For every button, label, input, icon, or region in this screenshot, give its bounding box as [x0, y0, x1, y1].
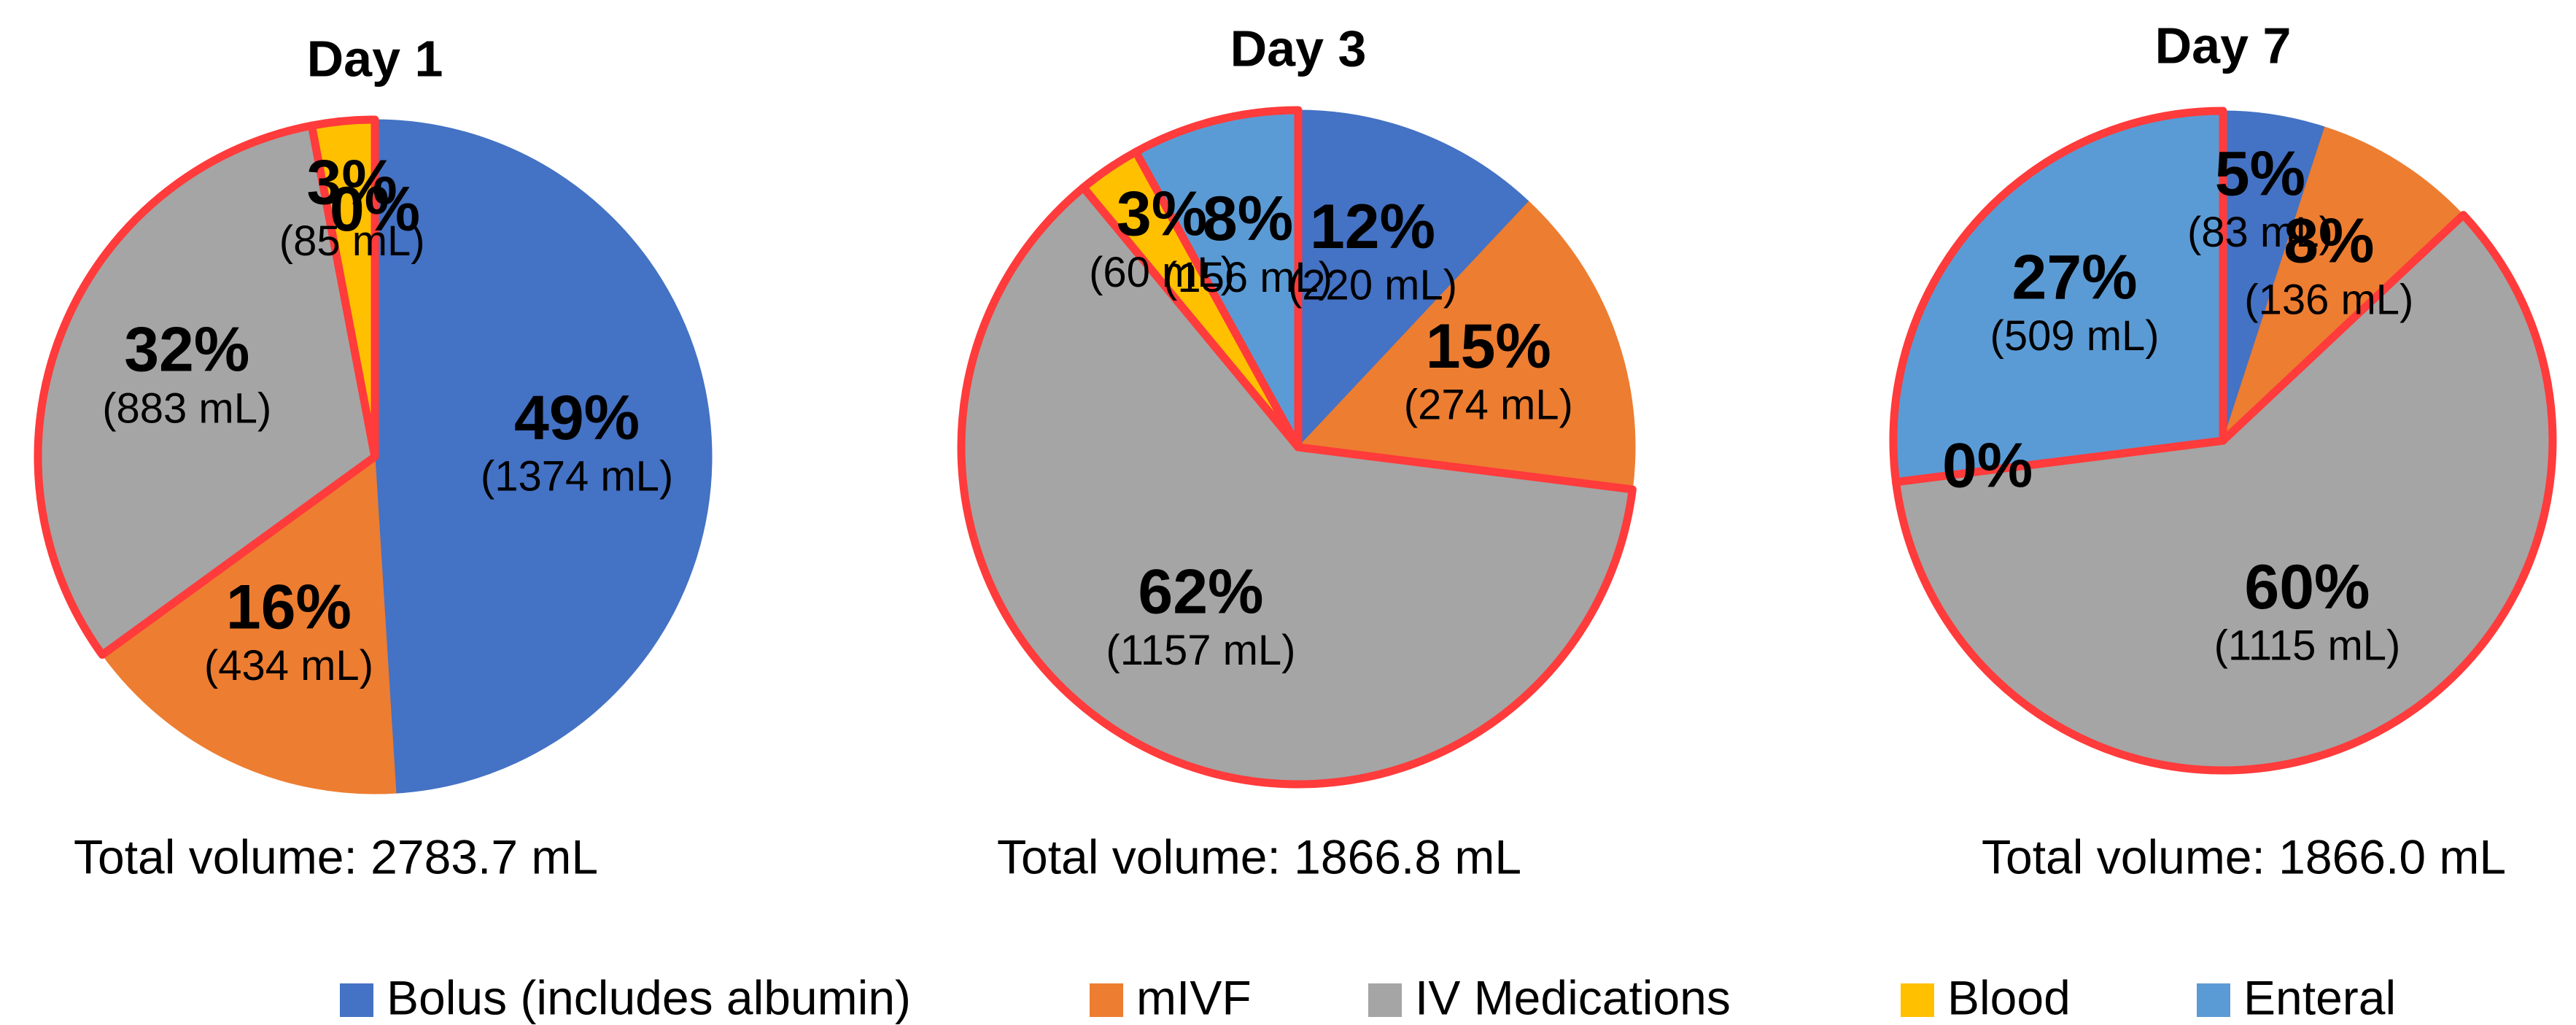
- pie-title: Day 1: [307, 30, 443, 87]
- percent-label: 0%: [330, 174, 420, 244]
- pie-slice: [34, 121, 379, 660]
- percent-label: 8%: [2284, 206, 2374, 276]
- legend-label: Enteral: [2243, 970, 2396, 1024]
- volume-label: (156 mL): [1163, 254, 1332, 301]
- legend-label: mIVF: [1136, 970, 1252, 1024]
- percent-label: 0%: [1942, 431, 2033, 501]
- pie-title: Day 7: [2155, 17, 2292, 74]
- pie-slice: [307, 115, 379, 461]
- pie-slice: [101, 456, 397, 794]
- volume-label: (85 mL): [279, 217, 425, 265]
- legend-swatch: [1368, 983, 1402, 1017]
- volume-label: (434 mL): [204, 642, 373, 689]
- legend-label: IV Medications: [1415, 970, 1731, 1024]
- volume-label: (1115 mL): [2214, 622, 2401, 670]
- percent-label: 3%: [307, 148, 397, 218]
- percent-label: 49%: [514, 383, 640, 453]
- total-volume: Total volume: 1866.8 mL: [997, 829, 1521, 883]
- volume-label: (136 mL): [2244, 276, 2413, 323]
- total-volume: Total volume: 2783.7 mL: [74, 829, 598, 883]
- percent-label: 62%: [1138, 557, 1263, 627]
- pie-slice: [957, 183, 1637, 789]
- percent-label: 3%: [1117, 179, 1207, 250]
- pie-slice: [1889, 107, 2227, 487]
- pie-slice: [1297, 109, 1529, 449]
- percent-label: 12%: [1310, 192, 1435, 262]
- legend-swatch: [1090, 983, 1123, 1017]
- pie-title: Day 3: [1230, 20, 1367, 77]
- pie-slice: [374, 119, 713, 794]
- volume-label: (220 mL): [1288, 262, 1457, 309]
- pie-slice: [2222, 126, 2464, 441]
- volume-label: (83 mL): [2187, 209, 2333, 256]
- volume-label: (509 mL): [1990, 312, 2160, 360]
- volume-label: (1157 mL): [1106, 627, 1295, 674]
- percent-label: 27%: [2011, 242, 2137, 312]
- legend-swatch: [340, 983, 373, 1017]
- legend-label: Bolus (includes albumin): [387, 970, 911, 1024]
- pie-slice: [1297, 201, 1636, 490]
- volume-label: (60 mL): [1089, 249, 1235, 296]
- volume-label: (883 mL): [102, 384, 271, 432]
- percent-label: 32%: [124, 315, 249, 385]
- legend-swatch: [2197, 983, 2230, 1017]
- volume-label: (274 mL): [1404, 381, 1573, 428]
- percent-label: 60%: [2244, 552, 2370, 622]
- percent-label: 15%: [1426, 312, 1551, 382]
- legend-label: Blood: [1947, 970, 2071, 1024]
- legend-swatch: [1901, 983, 1934, 1017]
- pie-slice: [1892, 211, 2557, 775]
- percent-label: 16%: [226, 573, 352, 643]
- volume-label: (1374 mL): [481, 453, 673, 500]
- percent-label: 5%: [2215, 139, 2305, 209]
- total-volume: Total volume: 1866.0 mL: [1982, 829, 2506, 883]
- percent-label: 8%: [1203, 184, 1293, 254]
- pie-slice: [1131, 106, 1303, 452]
